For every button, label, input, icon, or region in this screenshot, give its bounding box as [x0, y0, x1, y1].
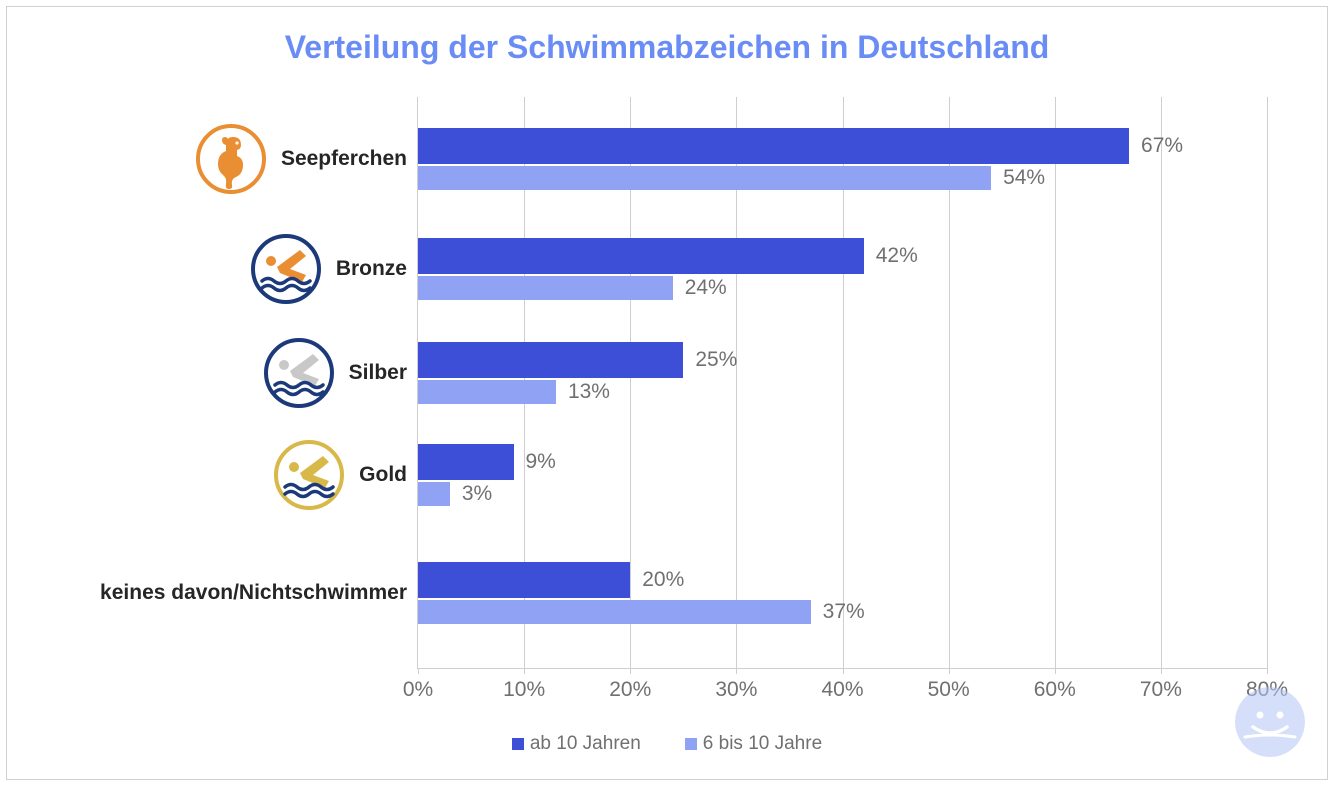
bar-primary	[418, 128, 1129, 164]
bar-secondary	[418, 166, 991, 190]
x-tick-label: 50%	[928, 678, 970, 702]
x-tick	[524, 668, 525, 674]
x-tick	[949, 668, 950, 674]
swimmer-icon	[263, 337, 335, 409]
bar-primary	[418, 238, 864, 274]
x-tick-label: 20%	[609, 678, 651, 702]
bar-value-label: 13%	[568, 380, 610, 404]
x-tick-label: 10%	[503, 678, 545, 702]
x-tick	[1267, 668, 1268, 674]
bar-value-label: 20%	[642, 568, 684, 592]
bar-value-label: 3%	[462, 482, 492, 506]
y-axis-labels: Seepferchen Bronze Silber Gold keines dav…	[37, 97, 407, 669]
legend-label: ab 10 Jahren	[530, 733, 641, 755]
bar-value-label: 54%	[1003, 166, 1045, 190]
plot-area: 0%10%20%30%40%50%60%70%80%67%54%42%24%25…	[417, 97, 1267, 669]
x-tick	[736, 668, 737, 674]
bar-secondary	[418, 380, 556, 404]
bar-secondary	[418, 482, 450, 506]
x-tick	[1161, 668, 1162, 674]
category-row: Seepferchen	[37, 123, 407, 195]
bar-value-label: 37%	[823, 600, 865, 624]
x-tick	[418, 668, 419, 674]
category-row: Silber	[37, 337, 407, 409]
x-tick	[843, 668, 844, 674]
legend-swatch	[685, 738, 697, 750]
legend: ab 10 Jahren 6 bis 10 Jahre	[7, 733, 1327, 755]
x-tick-label: 70%	[1140, 678, 1182, 702]
legend-swatch	[512, 738, 524, 750]
chart-title: Verteilung der Schwimmabzeichen in Deuts…	[7, 7, 1327, 76]
category-label: keines davon/Nichtschwimmer	[100, 581, 407, 605]
category-label: Gold	[359, 463, 407, 487]
bar-primary	[418, 342, 683, 378]
legend-item: ab 10 Jahren	[512, 733, 641, 755]
bar-secondary	[418, 600, 811, 624]
watermark-icon	[1235, 687, 1305, 757]
seahorse-icon	[195, 123, 267, 195]
x-tick-label: 40%	[821, 678, 863, 702]
grid-line	[1055, 97, 1056, 668]
x-tick	[630, 668, 631, 674]
category-row: Gold	[37, 439, 407, 511]
grid-line	[1161, 97, 1162, 668]
bar-primary	[418, 444, 514, 480]
category-label: Seepferchen	[281, 147, 407, 171]
bar-primary	[418, 562, 630, 598]
legend-label: 6 bis 10 Jahre	[703, 733, 822, 755]
swimmer-icon	[250, 233, 322, 305]
x-tick-label: 0%	[403, 678, 433, 702]
plot: Seepferchen Bronze Silber Gold keines dav…	[37, 97, 1267, 669]
category-label: Silber	[349, 361, 407, 385]
legend-item: 6 bis 10 Jahre	[685, 733, 822, 755]
bar-value-label: 25%	[695, 348, 737, 372]
bar-value-label: 67%	[1141, 134, 1183, 158]
x-tick	[1055, 668, 1056, 674]
category-label: Bronze	[336, 257, 407, 281]
bar-value-label: 42%	[876, 244, 918, 268]
chart-container: Verteilung der Schwimmabzeichen in Deuts…	[6, 6, 1328, 780]
bar-value-label: 24%	[685, 276, 727, 300]
swimmer-icon	[273, 439, 345, 511]
x-tick-label: 60%	[1034, 678, 1076, 702]
grid-line	[1267, 97, 1268, 668]
bar-secondary	[418, 276, 673, 300]
bar-value-label: 9%	[526, 450, 556, 474]
category-row: Bronze	[37, 233, 407, 305]
category-row: keines davon/Nichtschwimmer	[37, 557, 407, 629]
x-tick-label: 30%	[715, 678, 757, 702]
